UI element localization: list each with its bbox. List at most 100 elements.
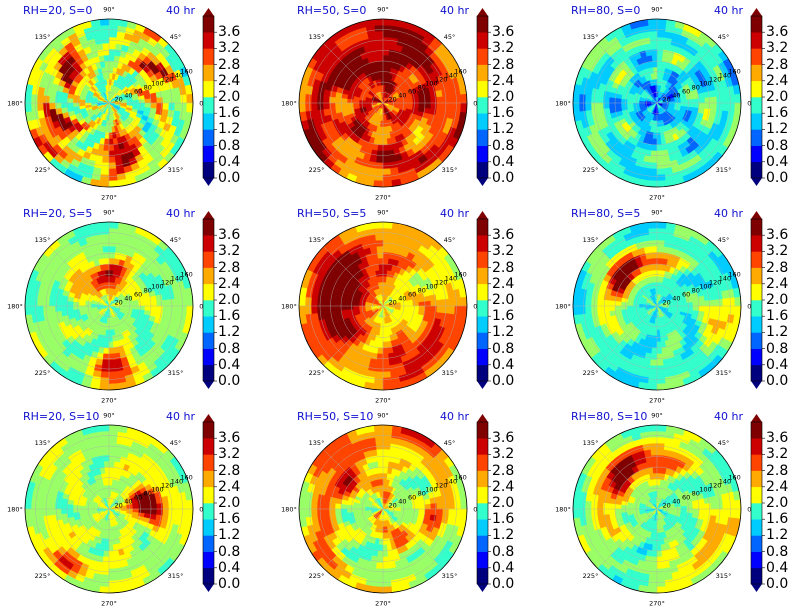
contour-cell xyxy=(398,51,407,61)
contour-cell xyxy=(645,105,653,110)
contour-cell xyxy=(50,114,59,124)
contour-cell xyxy=(591,267,602,278)
colorbar-segment xyxy=(477,251,488,268)
contour-cell xyxy=(114,103,122,106)
contour-cell xyxy=(638,102,646,106)
contour-cell xyxy=(104,66,110,74)
polar-frame xyxy=(24,221,194,391)
contour-cell xyxy=(124,72,132,80)
contour-cell xyxy=(677,143,686,152)
contour-cell xyxy=(341,235,353,246)
contour-cell xyxy=(667,94,675,100)
contour-cell xyxy=(168,327,178,338)
contour-cell xyxy=(697,123,706,132)
radial-grid-circle xyxy=(298,18,468,188)
contour-cell xyxy=(386,79,392,87)
contour-cell xyxy=(413,163,425,174)
contour-cell xyxy=(88,315,96,322)
contour-cell xyxy=(361,89,369,96)
radius-tick-label: 100 xyxy=(699,79,711,87)
contour-cell xyxy=(362,315,370,322)
contour-cell xyxy=(430,102,438,110)
contour-cell xyxy=(652,114,656,122)
contour-cell xyxy=(108,305,113,312)
contour-cell xyxy=(140,46,151,57)
contour-cell xyxy=(49,89,57,98)
contour-cell xyxy=(126,354,136,363)
contour-cell xyxy=(80,89,88,96)
colorbar-segment xyxy=(203,16,214,33)
contour-cell xyxy=(630,151,640,160)
contour-cell xyxy=(651,108,656,115)
contour-cell xyxy=(702,84,710,93)
contour-cell xyxy=(42,305,50,314)
contour-cell xyxy=(428,273,438,283)
contour-cell xyxy=(633,284,641,292)
contour-cell xyxy=(667,50,676,58)
contour-cell xyxy=(352,135,361,144)
contour-cell xyxy=(42,54,53,65)
radial-grid-circle xyxy=(614,60,700,146)
angle-tick-label: 315° xyxy=(168,369,184,377)
contour-cell xyxy=(316,102,324,111)
contour-cell xyxy=(121,121,128,129)
contour-cell xyxy=(306,279,316,291)
radius-tick-label: 100 xyxy=(425,79,437,87)
contour-cell xyxy=(386,340,393,348)
contour-cell xyxy=(65,120,74,129)
contour-cell xyxy=(640,55,648,64)
contour-cell xyxy=(180,94,188,104)
contour-cell xyxy=(622,290,631,297)
contour-cell xyxy=(37,144,49,156)
radius-tick-label: 80 xyxy=(418,83,426,91)
contour-cell xyxy=(421,362,432,373)
contour-cell xyxy=(382,108,385,116)
contour-cell xyxy=(400,59,409,68)
contour-cell xyxy=(335,263,346,273)
contour-cell xyxy=(628,359,638,369)
contour-cell xyxy=(150,31,162,43)
contour-cell xyxy=(662,155,671,163)
contour-cell xyxy=(57,343,67,353)
contour-cell xyxy=(146,339,157,349)
contour-cell xyxy=(692,305,700,311)
contour-cell xyxy=(727,66,737,78)
contour-cell xyxy=(604,287,612,296)
contour-cell xyxy=(382,359,390,367)
colorbar-frame xyxy=(202,218,215,382)
contour-cell xyxy=(656,168,666,176)
contour-cell xyxy=(340,301,348,307)
contour-cell xyxy=(312,281,321,292)
contour-cell xyxy=(118,271,125,280)
contour-cell xyxy=(108,239,117,247)
contour-cell xyxy=(78,265,87,274)
contour-cell xyxy=(361,343,370,352)
contour-cell xyxy=(120,153,130,162)
contour-cell xyxy=(298,93,306,104)
contour-cell xyxy=(411,254,421,265)
contour-cell xyxy=(123,313,131,320)
contour-cell xyxy=(50,317,59,327)
radius-tick-label: 140 xyxy=(445,274,457,282)
colorbar-tick-label: 0.0 xyxy=(492,373,515,389)
contour-cell xyxy=(82,354,92,363)
contour-cell xyxy=(150,65,161,75)
contour-cell xyxy=(148,289,157,297)
contour-cell xyxy=(346,102,354,108)
contour-cell xyxy=(721,289,729,299)
contour-cell xyxy=(354,346,363,355)
contour-cell xyxy=(80,359,90,369)
contour-cell xyxy=(131,62,140,71)
contour-cell xyxy=(72,305,80,311)
contour-cell xyxy=(659,91,664,99)
contour-cell xyxy=(383,90,386,98)
contour-cell xyxy=(123,79,131,87)
contour-cell xyxy=(105,102,110,109)
contour-cell xyxy=(436,74,446,84)
contour-cell xyxy=(392,107,400,113)
contour-cell xyxy=(661,112,667,120)
contour-cell xyxy=(611,41,623,52)
contour-cell xyxy=(384,108,388,115)
contour-cell xyxy=(627,108,635,114)
